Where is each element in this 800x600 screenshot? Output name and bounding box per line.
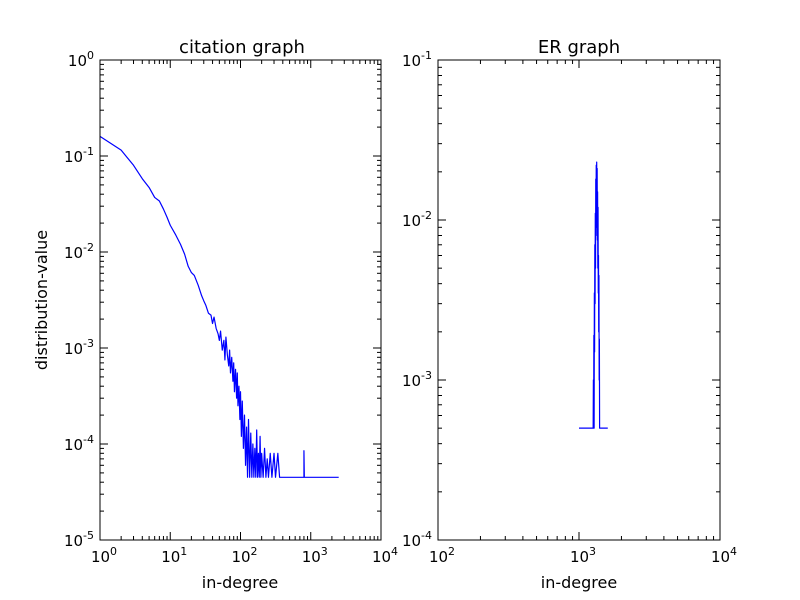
citation-graph-y-tick-label: 10-4 [64,433,94,454]
er-graph-y-tick-label: 10-1 [402,49,432,70]
citation-graph-x-tick-label: 101 [161,545,187,566]
er-graph-x-tick-label: 103 [570,545,596,566]
er-graph-x-tick-label: 102 [429,545,455,566]
citation-graph-y-tick-label: 10-5 [64,529,94,550]
er-graph-axes: ER graph in-degree 102 103 104 10-4 10-3 10-2… [402,37,737,592]
citation-graph-y-tick-label: 10-1 [64,145,94,166]
citation-graph-y-tick-label: 10-3 [64,337,94,358]
citation-graph-tick-labels: 100 101 102 103 104 10-5 10-4 10-3 10-2 10-1 100 [64,49,398,566]
citation-graph-x-tick-label: 100 [91,545,117,566]
citation-graph-y-tick-label: 100 [68,49,94,70]
citation-graph-y-tick-label: 10-2 [64,241,94,262]
citation-graph-ticks [99,59,382,541]
er-graph-y-tick-label: 10-2 [402,209,432,230]
citation-graph-axes: citation graph in-degree distribution-va… [32,37,398,592]
er-graph-frame [437,59,721,541]
er-graph-tick-labels: 102 103 104 10-4 10-3 10-2 10-1 [402,49,737,566]
er-graph-series-line [579,161,608,429]
citation-graph-x-tick-label: 103 [302,545,328,566]
citation-graph-x-tick-label: 104 [372,545,398,566]
er-graph-title: ER graph [538,37,620,58]
citation-graph-plot-area [99,135,339,478]
er-graph-y-tick-label: 10-4 [402,529,432,550]
er-graph-xlabel: in-degree [541,573,617,592]
citation-graph-frame [99,59,382,541]
citation-graph-x-tick-label: 102 [231,545,257,566]
citation-graph-xlabel: in-degree [202,573,278,592]
citation-graph-title: citation graph [179,37,305,58]
citation-graph-series-line [99,135,339,478]
er-graph-y-tick-label: 10-3 [402,369,432,390]
citation-graph-ylabel: distribution-value [32,230,51,370]
er-graph-ticks [437,59,721,541]
er-graph-x-tick-label: 104 [711,545,737,566]
er-graph-plot-area [579,161,608,429]
